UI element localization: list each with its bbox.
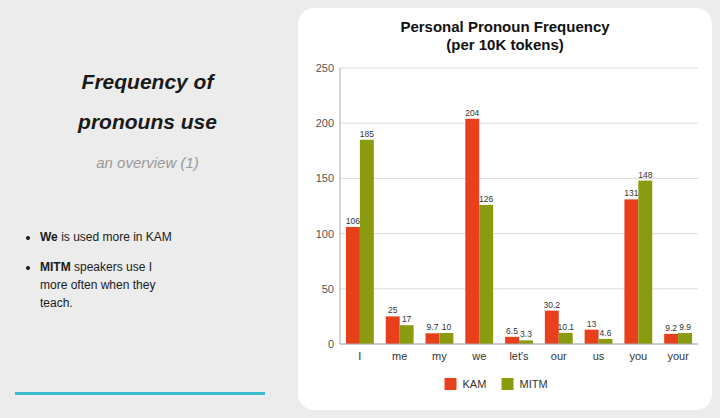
data-label: 3.3 (520, 329, 532, 339)
heading: Frequency of (0, 70, 295, 94)
bar (505, 337, 519, 344)
data-label: 204 (465, 108, 479, 118)
x-tick-label: us (593, 350, 605, 362)
data-label: 10 (442, 322, 452, 332)
bullet-bold: We (40, 230, 58, 244)
bar (585, 330, 599, 344)
grid-line (340, 344, 698, 345)
text-panel: Frequency of pronouns use an overview (1) W… (0, 0, 295, 418)
y-axis-line (340, 68, 341, 344)
data-label: 17 (402, 314, 412, 324)
data-label: 9.9 (679, 322, 691, 332)
legend: KAM MITM (445, 378, 548, 390)
bar (400, 325, 414, 344)
y-tick-label: 100 (316, 228, 334, 240)
bullet: We is used more in KAM (40, 228, 290, 246)
legend-label: KAM (463, 378, 487, 390)
bar (439, 333, 453, 344)
y-tick-label: 150 (316, 172, 334, 184)
data-label: 126 (479, 194, 493, 204)
bar (519, 340, 533, 344)
bar (346, 227, 360, 344)
bar (465, 119, 479, 344)
y-tick-label: 0 (328, 338, 334, 350)
y-tick-label: 250 (316, 62, 334, 74)
data-label: 131 (624, 188, 638, 198)
data-label: 4.6 (600, 328, 612, 338)
grid-line (340, 68, 698, 69)
chart: Personal Pronoun Frequency(per 10K token… (298, 8, 712, 410)
y-tick-label: 200 (316, 117, 334, 129)
x-tick-label: we (471, 350, 486, 362)
x-tick-label: you (629, 350, 647, 362)
x-tick-label: I (358, 350, 361, 362)
x-tick-label: let's (509, 350, 529, 362)
bullet-text: is used more in KAM (58, 230, 172, 244)
bar (624, 199, 638, 344)
data-label: 13 (587, 319, 597, 329)
legend-swatch (445, 378, 457, 390)
data-label: 185 (360, 129, 374, 139)
data-label: 10.1 (557, 322, 574, 332)
bar (559, 333, 573, 344)
bar (678, 333, 692, 344)
bullet-bold: MITM (40, 260, 71, 274)
x-tick-label: me (392, 350, 407, 362)
bar (479, 205, 493, 344)
bars (346, 119, 692, 344)
data-labels: 106 25 9.7 204 6.5 30.2 13 131 9.2 185 17 10 126 3.3 1… (346, 108, 691, 340)
bar (386, 316, 400, 344)
data-label: 25 (388, 305, 398, 315)
subheading: an overview (1) (0, 154, 295, 171)
bar (426, 333, 440, 344)
bar (664, 334, 678, 344)
heading: pronouns use (0, 110, 295, 134)
accent-rule (15, 392, 265, 395)
legend-label: MITM (520, 378, 548, 390)
data-label: 9.2 (665, 323, 677, 333)
chart-card: Personal Pronoun Frequency(per 10K token… (298, 8, 712, 410)
legend-swatch (502, 378, 514, 390)
data-label: 30.2 (544, 300, 561, 310)
data-label: 6.5 (506, 326, 518, 336)
x-tick-label: your (667, 350, 689, 362)
data-label: 106 (346, 216, 360, 226)
grid-line (340, 123, 698, 124)
x-axis-line (340, 344, 698, 345)
x-tick-label: my (432, 350, 447, 362)
bar (599, 339, 613, 344)
data-label: 148 (638, 170, 652, 180)
chart-title: Personal Pronoun Frequency(per 10K token… (400, 18, 610, 53)
bar (360, 140, 374, 344)
bar (638, 181, 652, 344)
x-tick-label: our (551, 350, 567, 362)
y-tick-label: 50 (322, 283, 334, 295)
data-label: 9.7 (427, 322, 439, 332)
bullet-list: We is used more in KAM MITM speakers use … (22, 228, 290, 324)
bullet: MITM speakers use I more often when they… (40, 258, 290, 312)
